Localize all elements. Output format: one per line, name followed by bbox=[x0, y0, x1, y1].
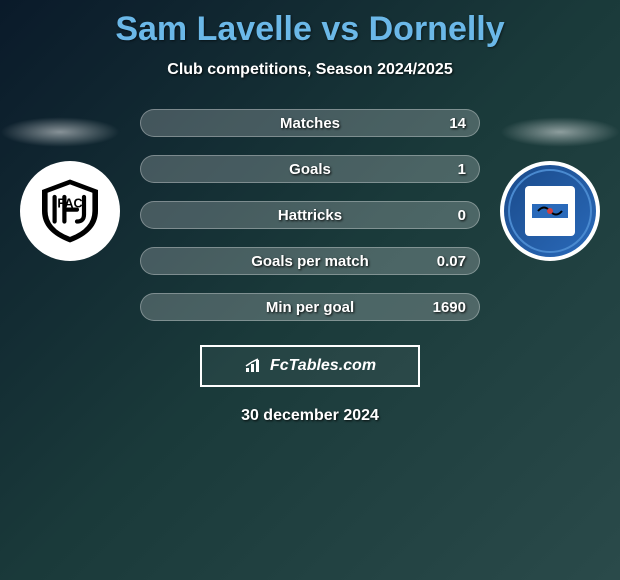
stat-value: 1 bbox=[458, 155, 466, 183]
shadow-ellipse-right bbox=[500, 117, 620, 147]
badge-ring bbox=[508, 169, 592, 253]
team-badge-right bbox=[500, 161, 600, 261]
stat-label: Matches bbox=[140, 109, 480, 137]
stat-label: Goals per match bbox=[140, 247, 480, 275]
generation-date: 30 december 2024 bbox=[0, 407, 620, 425]
stat-label: Goals bbox=[140, 155, 480, 183]
attribution-text: FcTables.com bbox=[270, 357, 376, 375]
stat-row-goals: Goals 1 bbox=[140, 155, 480, 183]
stat-value: 14 bbox=[449, 109, 466, 137]
attribution-box: FcTables.com bbox=[200, 345, 420, 387]
team-badge-left: FAC bbox=[20, 161, 120, 261]
stat-value: 0 bbox=[458, 201, 466, 229]
shield-icon: FAC bbox=[35, 176, 105, 246]
stat-value: 0.07 bbox=[437, 247, 466, 275]
svg-text:FAC: FAC bbox=[57, 197, 82, 211]
stat-row-mpg: Min per goal 1690 bbox=[140, 293, 480, 321]
shadow-ellipse-left bbox=[0, 117, 120, 147]
stat-row-matches: Matches 14 bbox=[140, 109, 480, 137]
stat-row-gpm: Goals per match 0.07 bbox=[140, 247, 480, 275]
stat-label: Min per goal bbox=[140, 293, 480, 321]
content-area: FAC Matches 14 Goals 1 Hattr bbox=[0, 109, 620, 425]
stat-value: 1690 bbox=[433, 293, 466, 321]
chart-icon bbox=[244, 358, 264, 374]
stat-row-hattricks: Hattricks 0 bbox=[140, 201, 480, 229]
stats-container: Matches 14 Goals 1 Hattricks 0 Goals per… bbox=[140, 109, 480, 321]
comparison-title: Sam Lavelle vs Dornelly bbox=[0, 0, 620, 49]
stat-label: Hattricks bbox=[140, 201, 480, 229]
comparison-subtitle: Club competitions, Season 2024/2025 bbox=[0, 61, 620, 79]
